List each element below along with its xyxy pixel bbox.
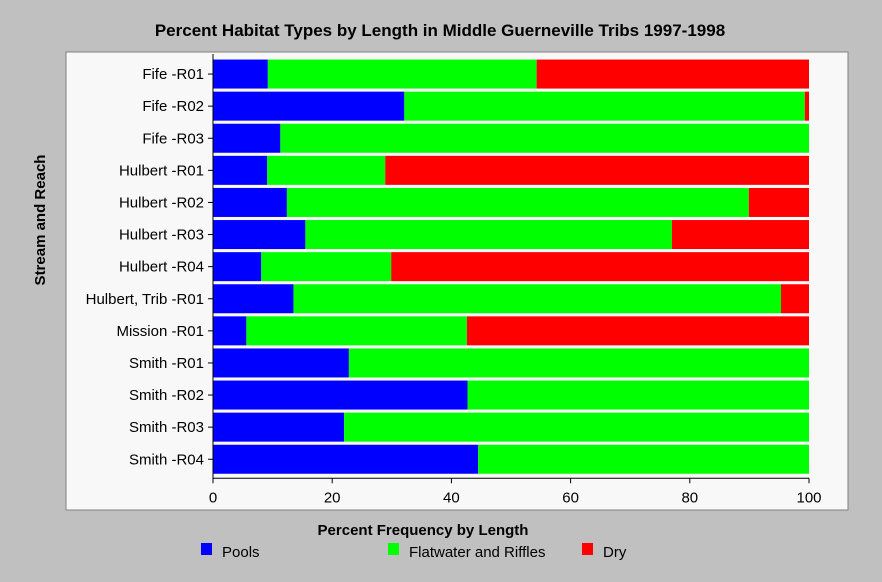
bar-dry-mission-r01: [466, 316, 809, 346]
x-tick-label-20: 20: [324, 489, 341, 506]
x-tick-label-100: 100: [796, 489, 821, 506]
y-tick-label-hulbert-r02: Hulbert -R02: [119, 194, 204, 211]
bar-pools-smith-r02: [213, 380, 468, 410]
bar-pools-fife-r01: [213, 59, 268, 89]
y-axis-title: Stream and Reach: [32, 155, 49, 286]
y-tick-label-hulbert-r01: Hulbert -R01: [119, 162, 204, 179]
y-tick-label-mission-r01: Mission -R01: [116, 323, 204, 340]
bar-dry-hulbert-r04: [391, 252, 809, 282]
bar-pools-smith-r03: [213, 412, 345, 442]
bar-flatwater-and-riffles-mission-r01: [246, 316, 467, 346]
bar-pools-fife-r02: [213, 91, 405, 121]
legend-label-pools: Pools: [222, 544, 260, 561]
x-axis-title: Percent Frequency by Length: [318, 522, 529, 539]
bar-flatwater-and-riffles-hulbert-r03: [305, 220, 672, 250]
y-tick-label-smith-r02: Smith -R02: [129, 387, 204, 404]
bars-group: [213, 59, 809, 474]
legend-swatch-dry: [582, 543, 593, 555]
bar-flatwater-and-riffles-fife-r03: [280, 123, 809, 153]
bar-dry-hulbert-r02: [748, 187, 809, 217]
bar-flatwater-and-riffles-hulbert-r04: [261, 252, 392, 282]
y-tick-label-hulbert-trib-r01: Hulbert, Trib -R01: [86, 291, 204, 308]
legend-label-dry: Dry: [603, 544, 627, 561]
bar-pools-mission-r01: [213, 316, 247, 346]
y-tick-label-fife-r02: Fife -R02: [142, 98, 204, 115]
bar-dry-fife-r02: [804, 91, 809, 121]
bar-flatwater-and-riffles-smith-r04: [478, 444, 809, 474]
bar-dry-fife-r01: [536, 59, 809, 89]
bar-flatwater-and-riffles-smith-r02: [467, 380, 809, 410]
legend-swatch-pools: [201, 543, 212, 555]
legend-swatch-flatwater-and-riffles: [388, 543, 399, 555]
y-tick-label-fife-r03: Fife -R03: [142, 130, 204, 147]
bar-pools-hulbert-r02: [213, 187, 287, 217]
bar-dry-hulbert-trib-r01: [780, 284, 809, 314]
bar-flatwater-and-riffles-fife-r02: [404, 91, 805, 121]
bar-dry-hulbert-r03: [671, 220, 809, 250]
bar-flatwater-and-riffles-hulbert-r02: [286, 187, 749, 217]
bar-pools-fife-r03: [213, 123, 281, 153]
bar-dry-hulbert-r01: [385, 155, 809, 185]
bar-pools-smith-r01: [213, 348, 349, 378]
y-tick-label-hulbert-r03: Hulbert -R03: [119, 227, 204, 244]
chart-title: Percent Habitat Types by Length in Middl…: [155, 21, 725, 40]
y-tick-label-fife-r01: Fife -R01: [142, 66, 204, 83]
x-tick-label-60: 60: [562, 489, 579, 506]
y-tick-label-smith-r03: Smith -R03: [129, 419, 204, 436]
bar-pools-hulbert-r03: [213, 220, 306, 250]
y-tick-label-smith-r01: Smith -R01: [129, 355, 204, 372]
bar-pools-hulbert-trib-r01: [213, 284, 294, 314]
bar-pools-hulbert-r01: [213, 155, 268, 185]
x-tick-label-0: 0: [209, 489, 217, 506]
bar-flatwater-and-riffles-hulbert-r01: [267, 155, 386, 185]
bar-flatwater-and-riffles-hulbert-trib-r01: [293, 284, 781, 314]
y-tick-label-smith-r04: Smith -R04: [129, 451, 204, 468]
bar-flatwater-and-riffles-fife-r01: [267, 59, 537, 89]
x-tick-label-80: 80: [681, 489, 698, 506]
axes-group: Fife -R01 Fife -R02 Fife -R03 Hulbert -R01 H…: [86, 54, 822, 506]
bar-pools-smith-r04: [213, 444, 479, 474]
bar-flatwater-and-riffles-smith-r03: [344, 412, 809, 442]
x-tick-label-40: 40: [443, 489, 460, 506]
y-tick-label-hulbert-r04: Hulbert -R04: [119, 259, 204, 276]
legend: Pools Flatwater and Riffles Dry: [201, 543, 627, 561]
bar-flatwater-and-riffles-smith-r01: [348, 348, 809, 378]
bar-pools-hulbert-r04: [213, 252, 262, 282]
legend-label-flatwater-and-riffles: Flatwater and Riffles: [409, 544, 545, 561]
